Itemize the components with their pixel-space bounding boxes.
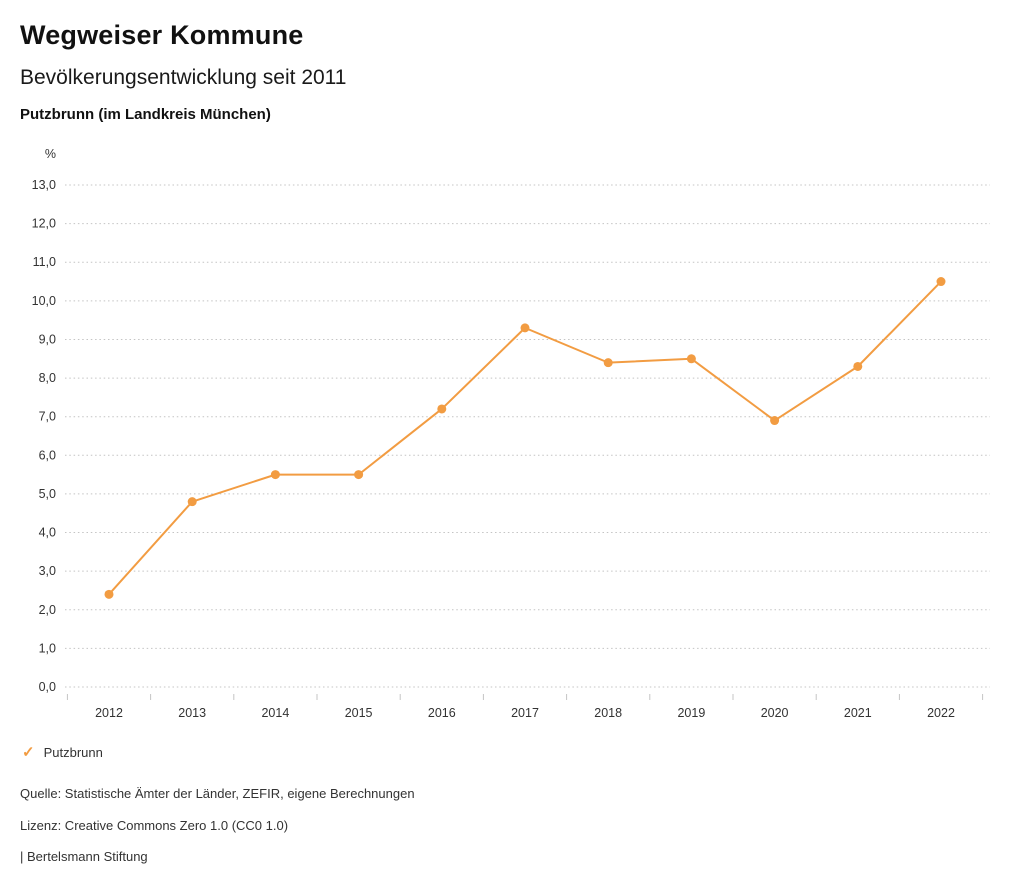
y-tick-label: 3,0 <box>39 564 56 578</box>
y-tick-label: 2,0 <box>39 603 56 617</box>
x-tick-label: 2019 <box>677 706 705 720</box>
data-point[interactable] <box>437 404 447 414</box>
x-tick-label: 2014 <box>261 706 289 720</box>
y-tick-label: 9,0 <box>39 332 56 346</box>
data-point[interactable] <box>104 589 114 599</box>
legend-label: Putzbrunn <box>43 745 103 760</box>
chart-region-subtitle: Putzbrunn (im Landkreis München) <box>20 106 271 123</box>
y-tick-label: 10,0 <box>32 294 56 308</box>
y-tick-label: 4,0 <box>39 526 56 540</box>
y-tick-label: 11,0 <box>33 255 56 269</box>
x-tick-label: 2017 <box>511 706 539 720</box>
data-point[interactable] <box>354 470 364 480</box>
x-tick-label: 2022 <box>927 706 955 720</box>
y-tick-label: 13,0 <box>32 178 56 192</box>
data-point[interactable] <box>270 470 280 480</box>
source-text: Quelle: Statistische Ämter der Länder, Z… <box>20 786 415 801</box>
x-tick-label: 2020 <box>761 706 789 720</box>
legend-check-icon: ✓ <box>22 744 35 761</box>
x-tick-label: 2013 <box>178 706 206 720</box>
data-point[interactable] <box>936 277 946 287</box>
y-tick-label: 0,0 <box>39 680 56 694</box>
chart-title: Bevölkerungsentwicklung seit 2011 <box>20 66 347 89</box>
y-tick-label: 7,0 <box>39 410 56 424</box>
data-point[interactable] <box>603 358 613 368</box>
x-tick-label: 2016 <box>428 706 456 720</box>
data-point[interactable] <box>187 497 197 507</box>
y-tick-label: 1,0 <box>39 641 56 655</box>
x-tick-label: 2021 <box>844 706 872 720</box>
data-point[interactable] <box>686 354 696 364</box>
y-tick-label: 12,0 <box>32 217 56 231</box>
y-axis-unit-label: % <box>45 147 56 161</box>
y-tick-label: 8,0 <box>39 371 56 385</box>
x-tick-label: 2015 <box>345 706 373 720</box>
y-tick-label: 6,0 <box>39 448 56 462</box>
y-tick-label: 5,0 <box>39 487 56 501</box>
data-point[interactable] <box>770 416 780 426</box>
legend-item-putzbrunn[interactable]: ✓ Putzbrunn <box>22 745 103 760</box>
page-title: Wegweiser Kommune <box>20 20 304 50</box>
population-line-chart: 0,0 1,0 2,0 3,0 4,0 5,0 6,0 7,0 8,0 9,0 10,0 11,0 12… <box>32 147 990 720</box>
data-point[interactable] <box>853 361 863 371</box>
data-point[interactable] <box>520 323 530 333</box>
x-tick-label: 2012 <box>95 706 123 720</box>
x-tick-label: 2018 <box>594 706 622 720</box>
license-text: Lizenz: Creative Commons Zero 1.0 (CC0 1… <box>20 818 289 833</box>
attribution-text: | Bertelsmann Stiftung <box>20 849 148 864</box>
